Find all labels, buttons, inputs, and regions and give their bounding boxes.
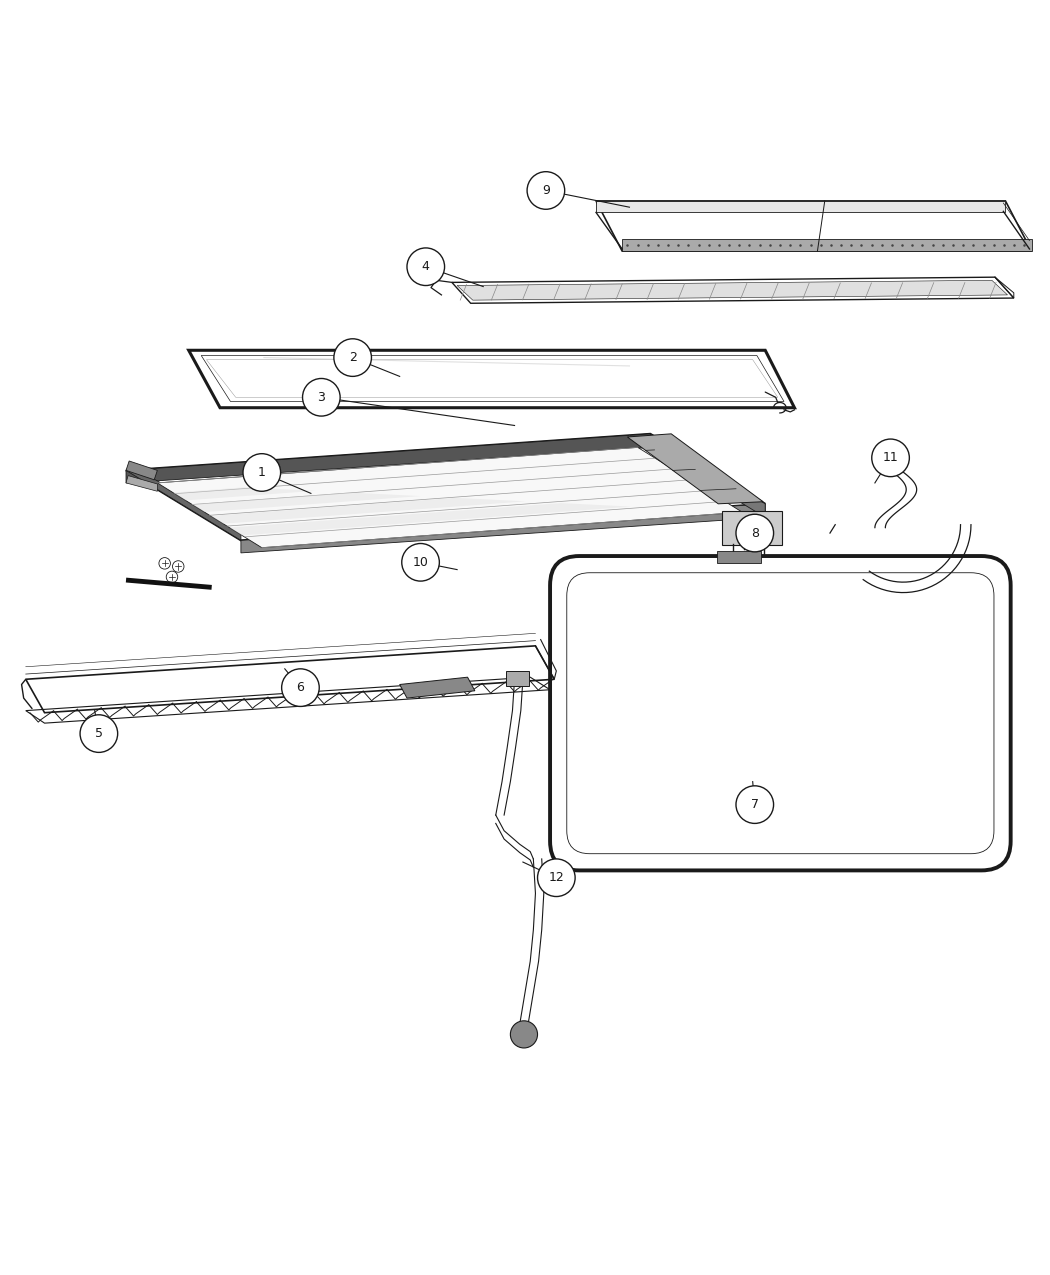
Polygon shape xyxy=(126,470,240,541)
Polygon shape xyxy=(126,462,158,479)
Text: 1: 1 xyxy=(258,465,266,479)
Text: 3: 3 xyxy=(317,390,326,404)
Circle shape xyxy=(334,339,372,376)
Circle shape xyxy=(159,557,170,569)
Circle shape xyxy=(872,439,909,477)
Circle shape xyxy=(172,561,184,572)
Polygon shape xyxy=(457,280,1008,300)
Polygon shape xyxy=(623,238,1031,251)
Circle shape xyxy=(302,379,340,416)
Polygon shape xyxy=(240,504,765,553)
Text: 9: 9 xyxy=(542,184,550,196)
Polygon shape xyxy=(192,492,421,513)
Polygon shape xyxy=(173,487,315,500)
Polygon shape xyxy=(400,677,475,699)
Polygon shape xyxy=(126,434,650,483)
Text: 4: 4 xyxy=(422,260,429,273)
Circle shape xyxy=(243,454,280,491)
Text: 11: 11 xyxy=(883,451,899,464)
Text: 10: 10 xyxy=(413,556,428,569)
Text: 12: 12 xyxy=(548,871,564,885)
Circle shape xyxy=(736,514,774,552)
Polygon shape xyxy=(596,201,1006,213)
Circle shape xyxy=(281,669,319,706)
Polygon shape xyxy=(126,434,765,541)
FancyBboxPatch shape xyxy=(506,671,529,686)
Circle shape xyxy=(527,172,565,209)
Text: 8: 8 xyxy=(751,527,759,539)
Text: 5: 5 xyxy=(94,727,103,739)
FancyBboxPatch shape xyxy=(717,551,761,564)
Text: 7: 7 xyxy=(751,798,759,811)
Circle shape xyxy=(402,543,439,581)
Polygon shape xyxy=(211,497,526,524)
Circle shape xyxy=(166,571,177,583)
Circle shape xyxy=(80,715,118,752)
Polygon shape xyxy=(126,476,158,491)
Polygon shape xyxy=(229,504,631,536)
Circle shape xyxy=(736,785,774,824)
Polygon shape xyxy=(650,434,765,518)
Text: 2: 2 xyxy=(349,351,357,365)
Circle shape xyxy=(538,859,575,896)
FancyBboxPatch shape xyxy=(722,511,782,544)
Polygon shape xyxy=(627,434,763,504)
Text: 6: 6 xyxy=(296,681,304,694)
Polygon shape xyxy=(158,448,742,548)
Circle shape xyxy=(407,247,444,286)
Circle shape xyxy=(510,1021,538,1048)
